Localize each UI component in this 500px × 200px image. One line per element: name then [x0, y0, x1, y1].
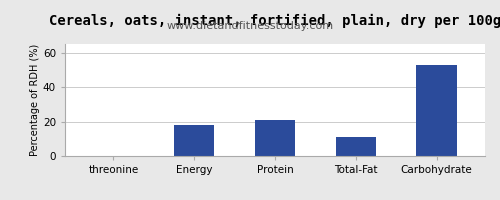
Bar	[174, 125, 214, 156]
Title: Cereals, oats, instant, fortified, plain, dry per 100g: Cereals, oats, instant, fortified, plain…	[49, 13, 500, 28]
Y-axis label: Percentage of RDH (%): Percentage of RDH (%)	[30, 44, 40, 156]
Bar	[416, 65, 457, 156]
Text: www.dietandfitnesstoday.com: www.dietandfitnesstoday.com	[166, 21, 334, 31]
Bar	[255, 120, 295, 156]
Bar	[336, 137, 376, 156]
